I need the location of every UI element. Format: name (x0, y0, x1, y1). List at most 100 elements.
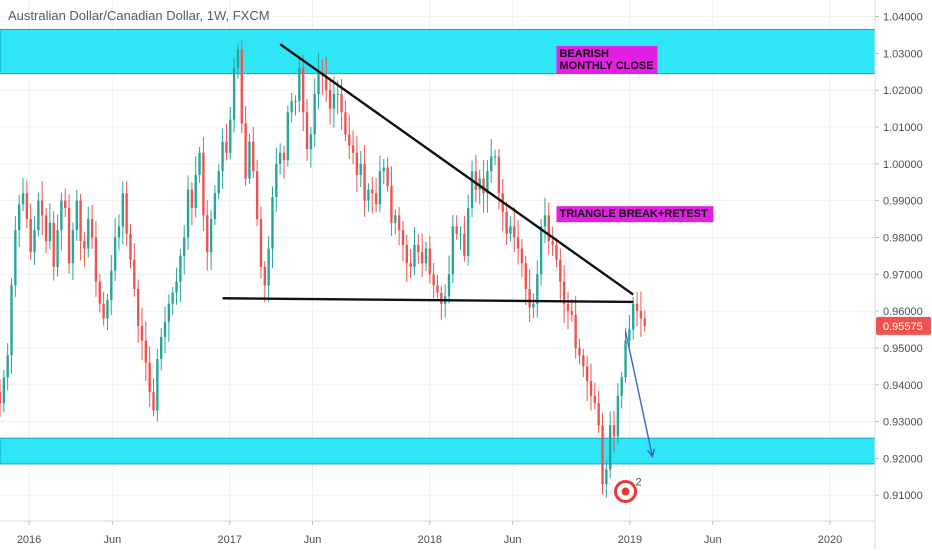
candle-body-up (75, 200, 78, 231)
candle-body-down (401, 230, 405, 245)
candle-body-up (236, 49, 240, 69)
annotation-label-text: TRIANGLE BREAK+RETEST (559, 208, 707, 220)
candle-body-down (520, 248, 524, 264)
price-tick-label: 0.96000 (883, 306, 923, 318)
candle-body-down (355, 152, 359, 175)
candle-body-down (25, 193, 29, 220)
candle-body-up (121, 193, 124, 227)
candle-body-down (125, 193, 128, 234)
candle-body-down (0, 392, 2, 404)
candle-body-down (255, 171, 259, 220)
zones (0, 28, 876, 465)
candle-body-down (305, 112, 309, 150)
candle-body-down (202, 152, 205, 216)
candle-body-down (133, 259, 136, 290)
candle-body-up (413, 244, 416, 267)
candle-body-up (378, 171, 382, 205)
candle-body-up (179, 255, 182, 282)
candle-body-up (543, 215, 547, 227)
candle-body-down (374, 193, 378, 205)
candle-body-up (536, 274, 539, 304)
candle-body-up (171, 292, 174, 304)
candle-body-up (6, 355, 9, 378)
candle-body-down (67, 208, 71, 264)
candle-body-down (409, 263, 412, 267)
candle-body-up (459, 233, 462, 235)
current-price-text: 0.95575 (883, 321, 923, 333)
price-tick-label: 0.98000 (883, 232, 923, 244)
candle-body-down (551, 241, 554, 245)
candle-body-down (585, 366, 589, 382)
price-tick-label: 1.01000 (883, 122, 923, 134)
candle-body-up (209, 219, 213, 253)
candle-body-down (566, 303, 570, 312)
candle-body-down (102, 303, 105, 319)
price-tick-label: 1.00000 (883, 159, 923, 171)
candle-body-up (286, 112, 290, 161)
candle-body-down (348, 134, 351, 146)
candle-body-down (94, 237, 98, 282)
candle-body-down (52, 222, 55, 267)
drawings (222, 43, 655, 459)
support-resistance-zone (0, 437, 876, 465)
candle-body-down (225, 141, 228, 153)
candle-body-up (71, 230, 75, 264)
candle-body-down (555, 244, 558, 260)
candle-body-down (562, 281, 566, 304)
projection-arrow-shaft (624, 331, 654, 457)
candle-body-up (467, 208, 470, 256)
candle-body-down (136, 289, 140, 326)
candle-body-up (628, 329, 631, 341)
annotation-label-box (556, 206, 714, 223)
current-price-badge (876, 316, 931, 335)
candle-body-down (601, 425, 604, 485)
candle-body-up (490, 156, 493, 172)
candle-body-up (113, 237, 117, 271)
candle-body-up (156, 358, 159, 411)
support-resistance-zone (0, 28, 876, 75)
candle-body-down (547, 215, 550, 242)
candle-body-up (110, 270, 113, 301)
candle-body-up (616, 395, 620, 437)
candle-body-up (248, 141, 251, 179)
candle-body-up (198, 152, 201, 175)
candle-body-up (87, 219, 90, 249)
candle-body-up (336, 93, 339, 95)
candle-body-down (436, 285, 439, 293)
time-tick-label: Jun (304, 534, 322, 546)
candle-body-down (325, 75, 328, 91)
price-tick-label: 1.04000 (883, 12, 923, 24)
candle-body-down (482, 178, 485, 194)
time-tick-label: 2018 (418, 534, 442, 546)
candle-body-up (359, 163, 362, 175)
red-circle-logo-icon-core (621, 487, 630, 496)
candle-body-down (263, 266, 266, 286)
time-tick-label: 2019 (618, 534, 642, 546)
candle-body-down (351, 145, 355, 153)
candle-body-down (79, 200, 82, 242)
candle-body-up (382, 167, 385, 172)
candle-body-up (275, 163, 278, 197)
price-tick-label: 1.03000 (883, 48, 923, 60)
candle-body-down (41, 200, 44, 216)
candle-body-down (524, 263, 527, 290)
candle-body-up (213, 193, 217, 220)
price-tick-label: 0.93000 (883, 417, 923, 429)
candle-body-down (363, 163, 366, 201)
candle-body-up (37, 200, 40, 231)
candle-body-down (505, 211, 508, 234)
candle-body-down (474, 171, 478, 190)
candle-body-down (282, 152, 286, 161)
annotation-label-box (556, 46, 658, 75)
candle-body-up (451, 226, 455, 275)
candle-body-up (267, 248, 270, 286)
annotation-label-text: MONTHLY CLOSE (559, 60, 653, 72)
candle-body-up (605, 469, 608, 485)
logo-superscript: 2 (636, 477, 642, 489)
candle-body-up (229, 119, 232, 153)
candle-body-down (635, 303, 639, 312)
red-circle-logo-icon (614, 480, 638, 504)
